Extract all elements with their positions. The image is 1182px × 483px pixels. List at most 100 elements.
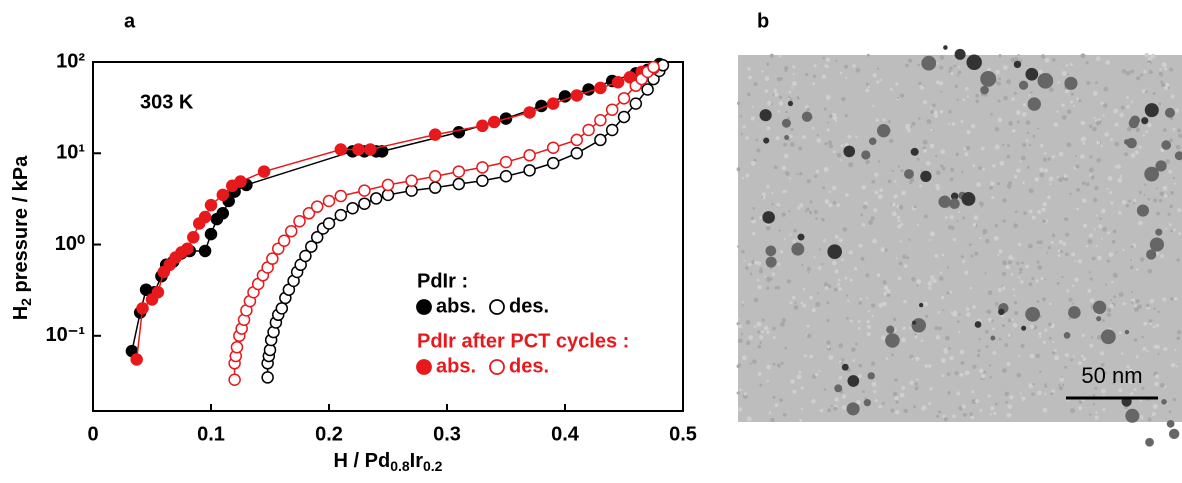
grain	[811, 308, 816, 313]
grain	[1148, 69, 1153, 75]
grain	[1164, 67, 1168, 71]
grain	[878, 303, 884, 308]
grain	[1167, 212, 1171, 216]
grain	[1056, 110, 1059, 113]
x-tick-label: 0	[87, 423, 98, 445]
grain	[1100, 145, 1103, 148]
grain	[1018, 276, 1021, 279]
grain	[752, 359, 757, 364]
grain	[1022, 102, 1027, 107]
data-point	[594, 81, 607, 95]
grain	[1174, 348, 1177, 352]
particle	[1018, 80, 1029, 90]
data-point	[151, 286, 165, 299]
grain	[951, 122, 956, 126]
grain	[1088, 167, 1094, 173]
grain	[1090, 175, 1095, 180]
grain	[878, 404, 882, 409]
grain	[736, 101, 741, 105]
data-point	[605, 123, 619, 137]
grain	[779, 77, 783, 81]
grain	[1100, 388, 1106, 394]
data-point	[346, 201, 359, 215]
grain	[813, 256, 816, 259]
data-point	[261, 371, 274, 384]
grain	[1065, 64, 1069, 67]
grain	[815, 169, 820, 174]
grain	[1010, 273, 1014, 276]
grain	[796, 173, 799, 176]
grain	[848, 162, 854, 168]
grain	[929, 128, 933, 132]
grain	[1064, 89, 1069, 94]
grain	[1038, 69, 1043, 74]
grain	[1042, 407, 1048, 413]
grain	[1121, 69, 1127, 74]
grain	[1005, 400, 1008, 404]
data-point	[204, 227, 218, 241]
grain	[841, 405, 847, 410]
grain	[791, 86, 794, 89]
grain	[824, 199, 830, 204]
grain	[1170, 94, 1175, 99]
grain	[892, 391, 898, 397]
grain	[737, 317, 740, 320]
grain	[777, 262, 781, 266]
grain	[788, 90, 792, 94]
particle	[867, 372, 875, 380]
grain	[1056, 282, 1060, 285]
grain	[939, 271, 943, 274]
grain	[1042, 157, 1048, 162]
grain	[811, 399, 816, 404]
grain	[758, 269, 763, 274]
grain	[1012, 288, 1015, 291]
grain	[1101, 208, 1106, 214]
grain	[816, 134, 819, 137]
grain	[740, 133, 744, 136]
grain	[921, 405, 927, 410]
grain	[839, 158, 842, 162]
grain	[1003, 65, 1008, 70]
grain	[935, 170, 941, 176]
grain	[882, 301, 887, 307]
grain	[1126, 126, 1132, 132]
grain	[861, 185, 867, 190]
grain	[800, 301, 804, 305]
grain	[827, 408, 832, 413]
grain	[895, 400, 899, 404]
grain	[1169, 116, 1174, 121]
grain	[1026, 131, 1030, 134]
grain	[985, 345, 989, 349]
particle	[801, 111, 813, 122]
grain	[1048, 176, 1054, 182]
grain	[1177, 128, 1182, 133]
grain	[1044, 393, 1047, 396]
data-point	[546, 141, 560, 154]
data-point	[369, 192, 383, 205]
grain	[1178, 232, 1182, 236]
grain	[882, 280, 887, 285]
grain	[769, 267, 773, 270]
y-axis-label: H2 pressure / kPa	[10, 155, 33, 320]
grain	[772, 336, 776, 339]
grain	[1122, 302, 1127, 306]
grain	[871, 303, 876, 308]
grain	[1082, 357, 1087, 361]
grain	[994, 144, 1000, 150]
y-tick-label: 10¹	[56, 142, 85, 164]
particle	[921, 55, 937, 71]
grain	[1132, 202, 1136, 205]
grain	[1173, 228, 1176, 232]
particle	[759, 109, 772, 122]
grain	[961, 170, 964, 174]
grain	[1160, 254, 1164, 258]
grain	[750, 116, 755, 121]
grain	[1028, 188, 1034, 194]
grain	[1176, 330, 1182, 335]
grain	[1089, 343, 1094, 348]
grain	[1006, 183, 1012, 189]
grain	[935, 61, 939, 65]
data-point	[623, 71, 637, 84]
x-tick-label: 0.2	[315, 423, 343, 445]
grain	[1143, 183, 1147, 186]
